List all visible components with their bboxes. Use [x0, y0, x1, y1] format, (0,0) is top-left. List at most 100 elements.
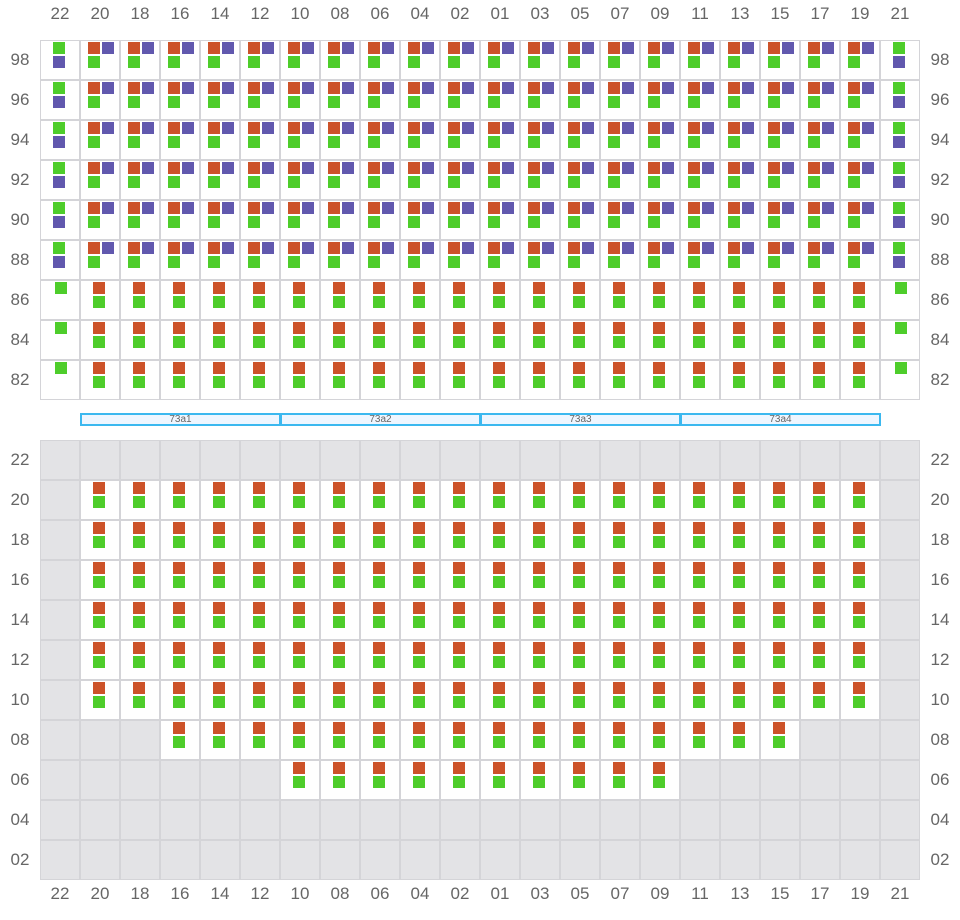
- slot-cell[interactable]: [240, 40, 280, 80]
- slot-cell[interactable]: [560, 40, 600, 80]
- slot-cell[interactable]: [400, 120, 440, 160]
- slot-cell[interactable]: [720, 200, 760, 240]
- slot-cell[interactable]: [120, 160, 160, 200]
- slot-cell[interactable]: [160, 120, 200, 160]
- slot-cell[interactable]: [80, 40, 120, 80]
- slot-cell[interactable]: [560, 120, 600, 160]
- slot-cell[interactable]: [200, 80, 240, 120]
- slot-cell[interactable]: [320, 200, 360, 240]
- slot-cell[interactable]: [640, 160, 680, 200]
- slot-cell[interactable]: [720, 120, 760, 160]
- slot-cell[interactable]: [200, 160, 240, 200]
- slot-cell[interactable]: [640, 120, 680, 160]
- slot-cell[interactable]: [120, 240, 160, 280]
- slot-cell[interactable]: [320, 160, 360, 200]
- slot-cell[interactable]: [480, 40, 520, 80]
- slot-cell[interactable]: [880, 360, 920, 400]
- slot-cell[interactable]: [320, 80, 360, 120]
- slot-cell[interactable]: [360, 40, 400, 80]
- slot-cell[interactable]: [680, 200, 720, 240]
- slot-cell[interactable]: [360, 160, 400, 200]
- slot-cell[interactable]: [360, 240, 400, 280]
- slot-cell[interactable]: [360, 200, 400, 240]
- slot-cell[interactable]: [480, 240, 520, 280]
- slot-cell[interactable]: [200, 40, 240, 80]
- slot-cell[interactable]: [320, 40, 360, 80]
- slot-cell[interactable]: [680, 240, 720, 280]
- slot-cell[interactable]: [400, 480, 440, 520]
- slot-cell[interactable]: [800, 160, 840, 200]
- zone-band[interactable]: 73a4: [680, 413, 881, 426]
- slot-cell[interactable]: [160, 240, 200, 280]
- slot-cell[interactable]: [760, 240, 800, 280]
- slot-cell[interactable]: [280, 40, 320, 80]
- slot-cell[interactable]: [80, 160, 120, 200]
- slot-cell[interactable]: [800, 200, 840, 240]
- slot-cell[interactable]: [400, 240, 440, 280]
- zone-band[interactable]: 73a1: [80, 413, 281, 426]
- slot-cell[interactable]: [600, 240, 640, 280]
- slot-cell[interactable]: [200, 240, 240, 280]
- slot-cell[interactable]: [840, 120, 880, 160]
- slot-cell[interactable]: [600, 160, 640, 200]
- slot-cell[interactable]: [160, 160, 200, 200]
- slot-cell[interactable]: [720, 80, 760, 120]
- slot-cell[interactable]: [840, 160, 880, 200]
- slot-cell[interactable]: [520, 240, 560, 280]
- slot-cell[interactable]: [440, 160, 480, 200]
- slot-cell[interactable]: [400, 200, 440, 240]
- slot-cell[interactable]: [200, 120, 240, 160]
- slot-cell[interactable]: [360, 120, 400, 160]
- slot-cell[interactable]: [400, 160, 440, 200]
- slot-cell[interactable]: [480, 80, 520, 120]
- slot-cell[interactable]: [720, 40, 760, 80]
- slot-cell[interactable]: [840, 80, 880, 120]
- slot-cell[interactable]: [120, 80, 160, 120]
- slot-cell[interactable]: [520, 120, 560, 160]
- slot-cell[interactable]: [800, 280, 840, 320]
- slot-cell[interactable]: [640, 80, 680, 120]
- slot-cell[interactable]: [440, 240, 480, 280]
- slot-cell[interactable]: [800, 40, 840, 80]
- slot-cell[interactable]: [560, 160, 600, 200]
- slot-cell[interactable]: [600, 40, 640, 80]
- slot-cell[interactable]: [640, 240, 680, 280]
- slot-cell[interactable]: [80, 120, 120, 160]
- slot-cell[interactable]: [680, 120, 720, 160]
- slot-cell[interactable]: [680, 40, 720, 80]
- slot-cell[interactable]: [320, 240, 360, 280]
- slot-cell[interactable]: [80, 200, 120, 240]
- slot-cell[interactable]: [680, 80, 720, 120]
- slot-cell[interactable]: [80, 80, 120, 120]
- slot-cell[interactable]: [200, 200, 240, 240]
- slot-cell[interactable]: [400, 40, 440, 80]
- slot-cell[interactable]: [480, 160, 520, 200]
- slot-cell[interactable]: [840, 240, 880, 280]
- slot-cell[interactable]: [160, 80, 200, 120]
- slot-cell[interactable]: [440, 40, 480, 80]
- slot-cell[interactable]: [280, 160, 320, 200]
- slot-cell[interactable]: [680, 520, 720, 560]
- slot-cell[interactable]: [240, 240, 280, 280]
- slot-cell[interactable]: [280, 240, 320, 280]
- slot-cell[interactable]: [600, 80, 640, 120]
- slot-cell[interactable]: [600, 120, 640, 160]
- slot-cell[interactable]: [40, 280, 80, 320]
- slot-cell[interactable]: [160, 200, 200, 240]
- zone-band[interactable]: 73a3: [480, 413, 681, 426]
- slot-cell[interactable]: [760, 120, 800, 160]
- slot-cell[interactable]: [680, 160, 720, 200]
- slot-cell[interactable]: [840, 40, 880, 80]
- slot-cell[interactable]: [520, 40, 560, 80]
- slot-cell[interactable]: [520, 200, 560, 240]
- slot-cell[interactable]: [800, 120, 840, 160]
- slot-cell[interactable]: [280, 120, 320, 160]
- slot-cell[interactable]: [640, 40, 680, 80]
- slot-cell[interactable]: [760, 200, 800, 240]
- slot-cell[interactable]: [360, 80, 400, 120]
- slot-cell[interactable]: [440, 200, 480, 240]
- slot-cell[interactable]: [440, 120, 480, 160]
- slot-cell[interactable]: [160, 40, 200, 80]
- slot-cell[interactable]: [440, 80, 480, 120]
- slot-cell[interactable]: [600, 200, 640, 240]
